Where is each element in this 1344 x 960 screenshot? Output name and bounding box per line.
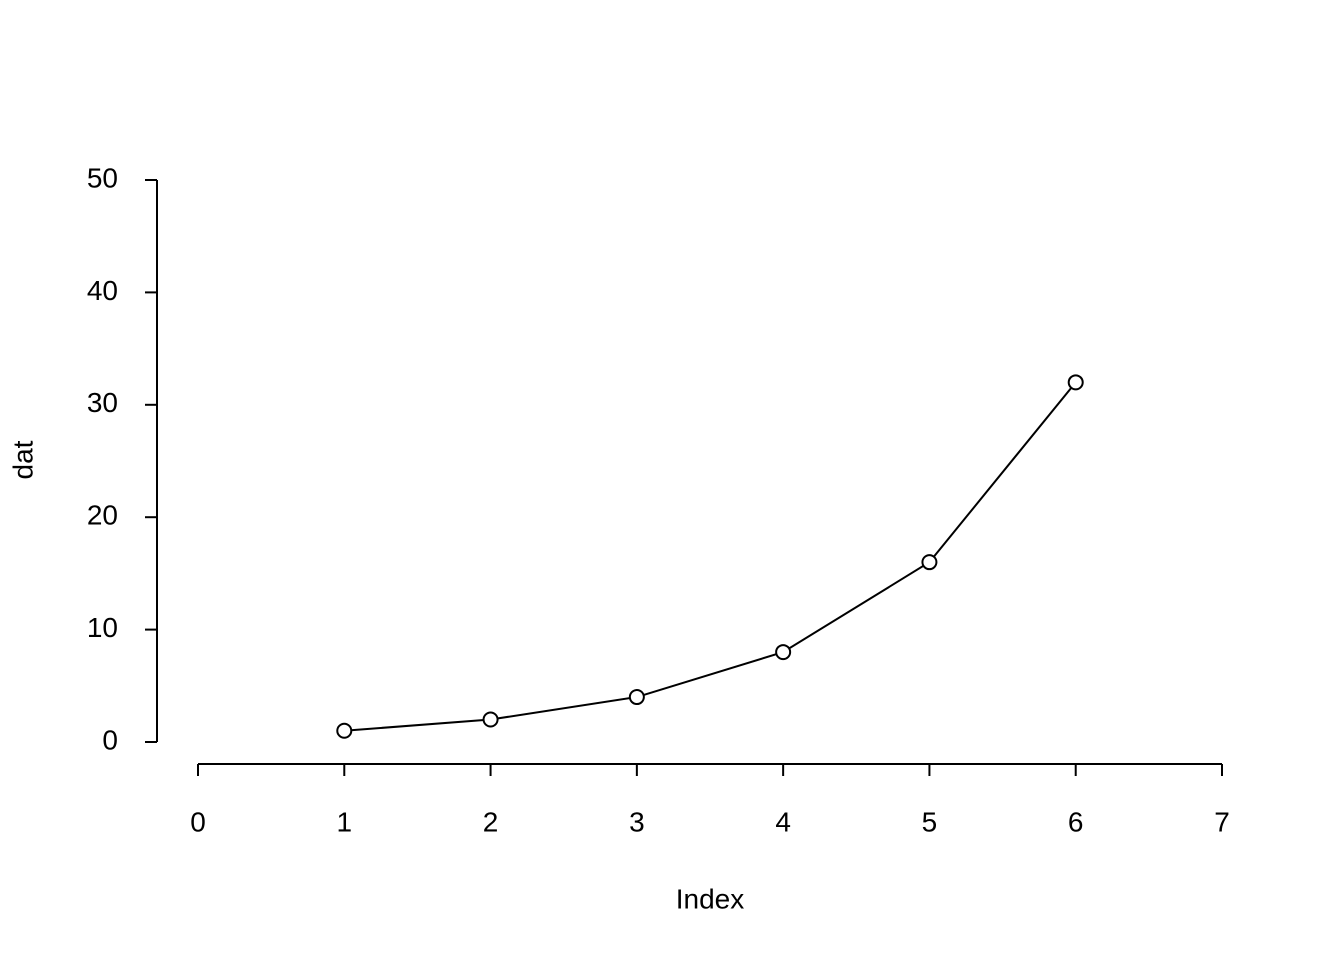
x-tick-label: 1 bbox=[336, 806, 352, 837]
x-tick-label: 3 bbox=[629, 806, 645, 837]
x-tick-label: 2 bbox=[483, 806, 499, 837]
x-tick-label: 4 bbox=[775, 806, 791, 837]
y-tick-label: 20 bbox=[87, 500, 118, 531]
point bbox=[628, 689, 645, 706]
x-tick-label: 5 bbox=[922, 806, 938, 837]
point bbox=[1067, 374, 1084, 391]
y-tick-label: 30 bbox=[87, 387, 118, 418]
y-tick-label: 40 bbox=[87, 275, 118, 306]
point bbox=[775, 644, 792, 661]
y-axis-label: dat bbox=[7, 440, 38, 479]
point bbox=[336, 722, 353, 739]
point bbox=[482, 711, 499, 728]
y-tick-label: 10 bbox=[87, 612, 118, 643]
point bbox=[921, 554, 938, 571]
y-tick-label: 50 bbox=[87, 162, 118, 193]
y-tick-label: 0 bbox=[102, 724, 118, 755]
line bbox=[344, 381, 1077, 732]
x-axis-label: Index bbox=[676, 883, 745, 914]
x-tick-label: 0 bbox=[190, 806, 206, 837]
x-tick-label: 7 bbox=[1214, 806, 1230, 837]
x-tick-label: 6 bbox=[1068, 806, 1084, 837]
